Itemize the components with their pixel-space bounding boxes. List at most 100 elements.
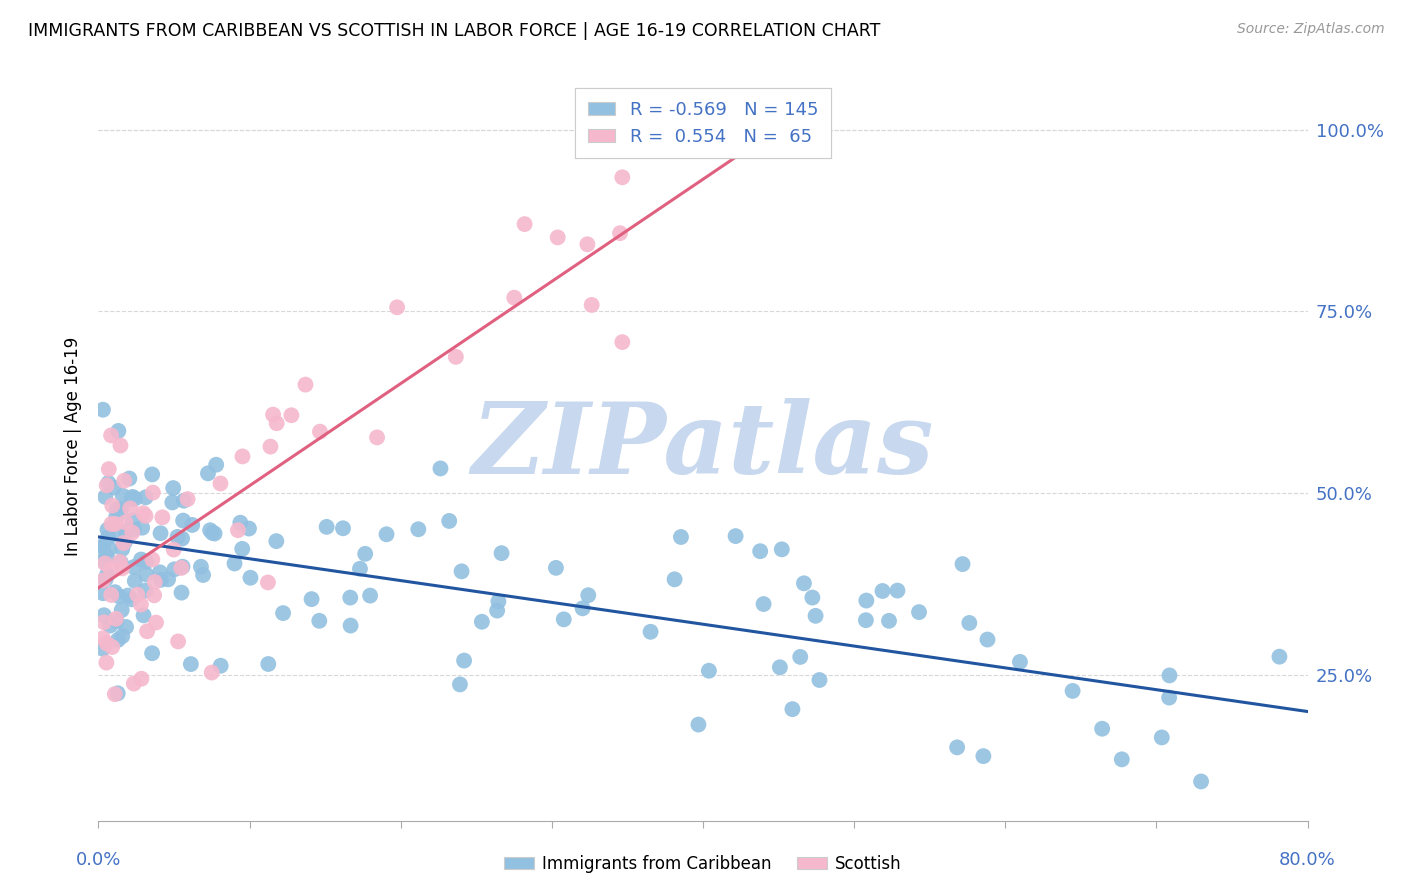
Point xyxy=(141,552,163,566)
Point xyxy=(349,562,371,576)
Legend: Immigrants from Caribbean, Scottish: Immigrants from Caribbean, Scottish xyxy=(498,848,908,880)
Point xyxy=(120,501,142,516)
Point xyxy=(143,588,166,602)
Point xyxy=(375,527,398,541)
Point xyxy=(96,523,118,537)
Point xyxy=(104,687,127,701)
Point xyxy=(141,646,163,660)
Point xyxy=(301,592,323,607)
Point xyxy=(354,547,377,561)
Point xyxy=(266,534,288,549)
Point xyxy=(129,598,152,612)
Point xyxy=(98,541,121,556)
Point xyxy=(908,605,931,619)
Point xyxy=(855,613,877,627)
Point xyxy=(101,640,124,654)
Point xyxy=(132,608,155,623)
Point xyxy=(976,632,998,647)
Point xyxy=(114,524,136,539)
Point xyxy=(96,636,118,650)
Point xyxy=(332,521,354,535)
Point xyxy=(1189,774,1212,789)
Point xyxy=(486,604,509,618)
Point xyxy=(105,501,128,516)
Point xyxy=(209,476,232,491)
Point xyxy=(129,552,152,566)
Point xyxy=(280,409,302,423)
Point xyxy=(105,510,128,524)
Point xyxy=(172,532,194,546)
Point xyxy=(98,618,121,632)
Point xyxy=(309,425,332,439)
Point xyxy=(209,658,232,673)
Point xyxy=(1268,649,1291,664)
Point xyxy=(111,629,134,643)
Point xyxy=(163,562,186,576)
Point xyxy=(131,672,153,686)
Point xyxy=(1159,668,1181,682)
Point xyxy=(257,657,280,671)
Point xyxy=(176,492,198,507)
Point xyxy=(697,664,720,678)
Point xyxy=(946,740,969,755)
Point xyxy=(110,556,132,570)
Point xyxy=(238,522,260,536)
Point xyxy=(91,553,114,567)
Point xyxy=(471,615,494,629)
Point xyxy=(229,516,252,530)
Point xyxy=(201,525,224,540)
Point xyxy=(749,544,772,558)
Point xyxy=(107,424,129,438)
Point xyxy=(294,377,316,392)
Point xyxy=(503,291,526,305)
Point xyxy=(97,462,120,476)
Point xyxy=(437,514,460,528)
Point xyxy=(115,620,138,634)
Point xyxy=(134,583,156,598)
Point xyxy=(449,677,471,691)
Point xyxy=(450,565,472,579)
Point xyxy=(94,490,117,504)
Point xyxy=(782,702,804,716)
Point xyxy=(204,526,226,541)
Point xyxy=(259,440,281,454)
Text: 0.0%: 0.0% xyxy=(76,851,121,869)
Point xyxy=(553,612,575,626)
Point xyxy=(886,583,908,598)
Point xyxy=(576,237,599,252)
Point xyxy=(201,665,224,680)
Text: ZIPatlas: ZIPatlas xyxy=(472,398,934,494)
Point xyxy=(855,593,877,607)
Point xyxy=(198,523,221,537)
Point xyxy=(149,526,172,541)
Point xyxy=(94,573,117,587)
Point xyxy=(111,561,134,575)
Point xyxy=(100,516,122,531)
Point xyxy=(104,612,127,626)
Point xyxy=(239,571,262,585)
Point xyxy=(444,350,467,364)
Point xyxy=(801,591,824,605)
Point xyxy=(804,608,827,623)
Point xyxy=(513,217,536,231)
Point xyxy=(339,591,361,605)
Point xyxy=(167,634,190,648)
Point xyxy=(91,641,114,656)
Point xyxy=(112,474,135,488)
Point xyxy=(181,517,204,532)
Point xyxy=(231,450,253,464)
Text: IMMIGRANTS FROM CARIBBEAN VS SCOTTISH IN LABOR FORCE | AGE 16-19 CORRELATION CHA: IMMIGRANTS FROM CARIBBEAN VS SCOTTISH IN… xyxy=(28,22,880,40)
Point xyxy=(96,656,118,670)
Point xyxy=(688,717,710,731)
Point xyxy=(93,615,115,630)
Point xyxy=(612,170,634,185)
Point xyxy=(162,481,184,495)
Point xyxy=(108,528,131,542)
Point xyxy=(257,575,280,590)
Point xyxy=(366,430,388,444)
Point xyxy=(91,539,114,553)
Point xyxy=(669,530,692,544)
Point xyxy=(149,566,172,580)
Point xyxy=(91,586,114,600)
Point xyxy=(491,546,513,560)
